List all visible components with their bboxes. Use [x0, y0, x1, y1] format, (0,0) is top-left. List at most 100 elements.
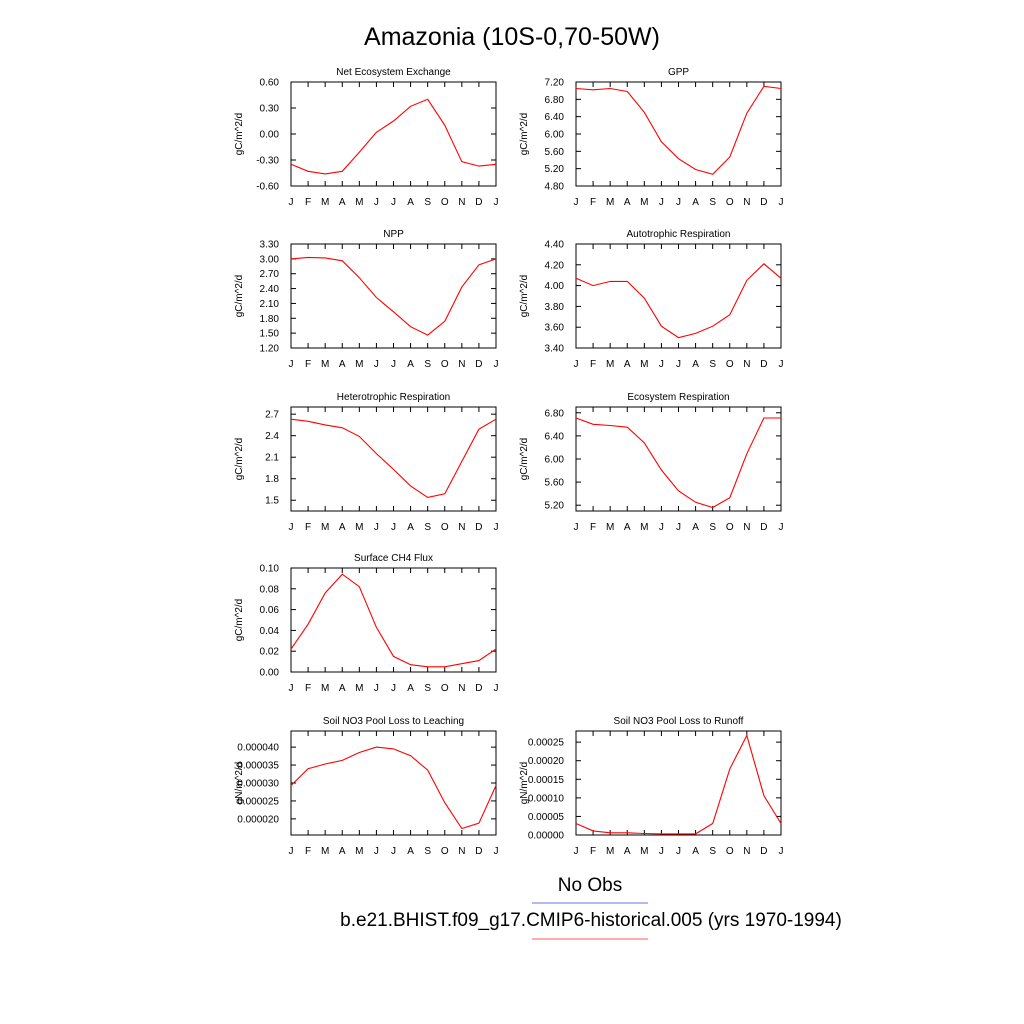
x-tick-label: J — [779, 197, 784, 208]
x-tick-label: J — [779, 846, 784, 857]
y-tick-label: 0.00 — [260, 130, 280, 141]
y-tick-label: 5.60 — [545, 478, 565, 489]
x-tick-label: J — [391, 197, 396, 208]
series-line-surface-ch4-flux — [290, 573, 497, 668]
series-line-soil-no3-pool-loss-to-runoff — [575, 734, 782, 835]
x-tick-label: F — [590, 846, 596, 857]
x-tick-label: S — [709, 359, 716, 370]
panel-autotrophic-respiration: Autotrophic Respiration gC/m^2/d 3.40 3.60 3… — [519, 229, 784, 370]
series-line-npp — [290, 256, 497, 336]
x-tick-label: S — [709, 197, 716, 208]
x-tick-label: O — [441, 846, 449, 857]
y-tick-label: 2.10 — [260, 299, 280, 310]
panel-title: Heterotrophic Respiration — [337, 392, 450, 403]
x-tick-label: A — [407, 683, 414, 694]
x-tick-label: D — [760, 522, 767, 533]
x-tick-label: O — [441, 359, 449, 370]
y-tick-label: 1.80 — [260, 314, 280, 325]
x-tick-label: O — [441, 197, 449, 208]
y-axis-label: gN/m^2/d — [519, 762, 530, 805]
x-tick-label: O — [441, 683, 449, 694]
x-tick-label: J — [676, 846, 681, 857]
x-tick-label: F — [590, 197, 596, 208]
x-tick-label: D — [760, 846, 767, 857]
legend-model-label: b.e21.BHIST.f09_g17.CMIP6-historical.005… — [340, 910, 842, 931]
x-tick-label: S — [424, 846, 431, 857]
x-tick-label: J — [289, 846, 294, 857]
x-tick-label: O — [726, 359, 734, 370]
x-tick-label: M — [606, 197, 614, 208]
x-tick-label: F — [305, 359, 311, 370]
x-tick-label: O — [726, 846, 734, 857]
x-tick-label: A — [407, 846, 414, 857]
x-tick-label: N — [743, 522, 750, 533]
y-tick-label: 4.40 — [545, 240, 565, 251]
x-tick-label: J — [659, 846, 664, 857]
x-tick-label: F — [305, 683, 311, 694]
series-line-net-ecosystem-exchange — [290, 98, 497, 175]
y-tick-label: 6.80 — [545, 408, 565, 419]
x-tick-label: A — [339, 197, 346, 208]
x-tick-label: J — [779, 359, 784, 370]
plot-frame — [290, 81, 497, 187]
panel-title: Soil NO3 Pool Loss to Leaching — [323, 716, 464, 727]
panel-npp: NPP gC/m^2/d 1.20 1.50 1.80 2.10 2.40 2.70 3.00 3… — [234, 229, 499, 370]
panels-group: Net Ecosystem Exchange gC/m^2/d -0.60 -0.30… — [234, 67, 784, 857]
plot-frame — [290, 243, 497, 349]
y-axis-label: gC/m^2/d — [234, 438, 245, 481]
y-axis-label: gC/m^2/d — [234, 275, 245, 318]
x-tick-label: A — [692, 846, 699, 857]
y-tick-label: 4.80 — [545, 182, 565, 193]
x-tick-label: N — [458, 197, 465, 208]
page-title: Amazonia (10S-0,70-50W) — [364, 23, 660, 51]
x-tick-label: N — [743, 197, 750, 208]
x-tick-label: S — [709, 846, 716, 857]
x-tick-label: A — [339, 846, 346, 857]
x-tick-label: M — [355, 683, 363, 694]
x-tick-label: J — [676, 522, 681, 533]
y-tick-label: 5.60 — [545, 147, 565, 158]
x-tick-label: J — [659, 359, 664, 370]
y-tick-label: 4.00 — [545, 281, 565, 292]
series-line-gpp — [575, 85, 782, 175]
y-tick-label: 0.04 — [260, 626, 280, 637]
panel-title: NPP — [383, 229, 404, 240]
panel-title: Surface CH4 Flux — [354, 553, 433, 564]
x-tick-label: A — [407, 522, 414, 533]
y-tick-label: 0.06 — [260, 605, 280, 616]
x-tick-label: A — [339, 359, 346, 370]
x-tick-label: M — [321, 522, 329, 533]
y-tick-label: 0.02 — [260, 647, 280, 658]
y-axis-label: gC/m^2/d — [519, 113, 530, 156]
x-tick-label: J — [374, 359, 379, 370]
y-tick-label: 0.60 — [260, 78, 280, 89]
x-tick-label: N — [743, 846, 750, 857]
y-tick-label: 6.80 — [545, 95, 565, 106]
panel-title: GPP — [668, 67, 689, 78]
y-tick-label: 7.20 — [545, 78, 565, 89]
y-tick-label: 0.00015 — [528, 775, 565, 786]
x-tick-label: J — [391, 683, 396, 694]
y-axis-label: gN/m^2/d — [234, 762, 245, 805]
x-tick-label: D — [475, 683, 482, 694]
panel-title: Net Ecosystem Exchange — [336, 67, 451, 78]
x-tick-label: A — [624, 359, 631, 370]
x-tick-label: J — [574, 846, 579, 857]
x-tick-label: M — [640, 846, 648, 857]
x-tick-label: A — [407, 197, 414, 208]
plot-frame — [290, 730, 497, 836]
x-tick-label: J — [574, 197, 579, 208]
y-tick-label: 0.00 — [260, 668, 280, 679]
y-axis-label: gC/m^2/d — [234, 113, 245, 156]
x-tick-label: M — [321, 359, 329, 370]
x-tick-label: J — [391, 359, 396, 370]
y-tick-label: 0.00005 — [528, 812, 565, 823]
x-tick-label: M — [355, 846, 363, 857]
x-tick-label: J — [676, 197, 681, 208]
y-tick-label: 6.40 — [545, 431, 565, 442]
x-tick-label: N — [458, 846, 465, 857]
plot-frame — [290, 406, 497, 512]
x-tick-label: J — [494, 522, 499, 533]
x-tick-label: F — [305, 197, 311, 208]
x-tick-label: J — [676, 359, 681, 370]
